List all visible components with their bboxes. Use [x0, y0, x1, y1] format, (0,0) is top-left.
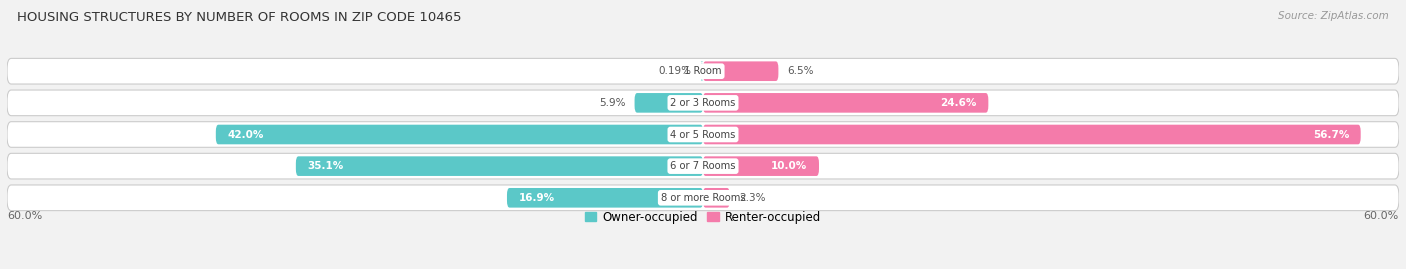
- Text: 56.7%: 56.7%: [1313, 129, 1350, 140]
- FancyBboxPatch shape: [703, 125, 1361, 144]
- FancyBboxPatch shape: [634, 93, 703, 113]
- FancyBboxPatch shape: [7, 185, 1399, 211]
- Text: Source: ZipAtlas.com: Source: ZipAtlas.com: [1278, 11, 1389, 21]
- FancyBboxPatch shape: [7, 90, 1399, 116]
- Text: 10.0%: 10.0%: [770, 161, 807, 171]
- FancyBboxPatch shape: [508, 188, 703, 208]
- Text: 8 or more Rooms: 8 or more Rooms: [661, 193, 745, 203]
- Text: 6.5%: 6.5%: [787, 66, 814, 76]
- FancyBboxPatch shape: [217, 125, 703, 144]
- FancyBboxPatch shape: [703, 93, 988, 113]
- FancyBboxPatch shape: [7, 153, 1399, 179]
- FancyBboxPatch shape: [7, 122, 1399, 147]
- FancyBboxPatch shape: [295, 156, 703, 176]
- Text: 35.1%: 35.1%: [308, 161, 343, 171]
- Text: 1 Room: 1 Room: [685, 66, 721, 76]
- Text: 60.0%: 60.0%: [1364, 211, 1399, 221]
- FancyBboxPatch shape: [703, 61, 779, 81]
- Text: 16.9%: 16.9%: [519, 193, 555, 203]
- Text: 2.3%: 2.3%: [740, 193, 765, 203]
- Text: 0.19%: 0.19%: [658, 66, 692, 76]
- FancyBboxPatch shape: [7, 58, 1399, 84]
- FancyBboxPatch shape: [700, 61, 703, 81]
- FancyBboxPatch shape: [703, 188, 730, 208]
- Text: 5.9%: 5.9%: [599, 98, 626, 108]
- FancyBboxPatch shape: [703, 156, 818, 176]
- Legend: Owner-occupied, Renter-occupied: Owner-occupied, Renter-occupied: [579, 206, 827, 228]
- Text: 24.6%: 24.6%: [941, 98, 977, 108]
- Text: HOUSING STRUCTURES BY NUMBER OF ROOMS IN ZIP CODE 10465: HOUSING STRUCTURES BY NUMBER OF ROOMS IN…: [17, 11, 461, 24]
- Text: 4 or 5 Rooms: 4 or 5 Rooms: [671, 129, 735, 140]
- Text: 42.0%: 42.0%: [228, 129, 264, 140]
- Text: 60.0%: 60.0%: [7, 211, 42, 221]
- Text: 2 or 3 Rooms: 2 or 3 Rooms: [671, 98, 735, 108]
- Text: 6 or 7 Rooms: 6 or 7 Rooms: [671, 161, 735, 171]
